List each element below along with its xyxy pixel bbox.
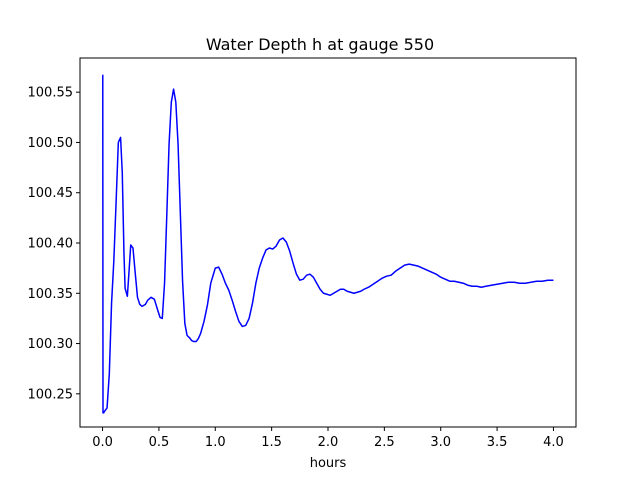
y-tick-label: 100.30 xyxy=(28,337,74,352)
x-tick-label: 1.0 xyxy=(205,435,226,450)
y-tick-label: 100.40 xyxy=(28,237,74,252)
y-tick-label: 100.25 xyxy=(28,387,74,402)
y-tick-label: 100.55 xyxy=(28,86,74,101)
x-tick-label: 0.0 xyxy=(92,435,113,450)
plot-area xyxy=(102,74,554,414)
x-tick-label: 4.0 xyxy=(543,435,564,450)
x-axis-label: hours xyxy=(310,456,347,471)
y-axis: 100.25 100.30 100.35 100.40 100.45 100.50 100.… xyxy=(28,86,80,402)
x-tick-label: 3.5 xyxy=(487,435,508,450)
y-tick-label: 100.45 xyxy=(28,186,74,201)
y-tick-label: 100.50 xyxy=(28,136,74,151)
x-tick-label: 3.0 xyxy=(430,435,451,450)
chart-title: Water Depth h at gauge 550 xyxy=(206,35,434,54)
y-tick-label: 100.35 xyxy=(28,287,74,302)
x-tick-label: 0.5 xyxy=(149,435,170,450)
x-axis: 0.0 0.5 1.0 1.5 2.0 2.5 3.0 3.5 4.0 xyxy=(92,427,564,450)
x-tick-label: 1.5 xyxy=(261,435,282,450)
x-tick-label: 2.0 xyxy=(318,435,339,450)
x-tick-label: 2.5 xyxy=(374,435,395,450)
series-line-0 xyxy=(102,74,554,414)
